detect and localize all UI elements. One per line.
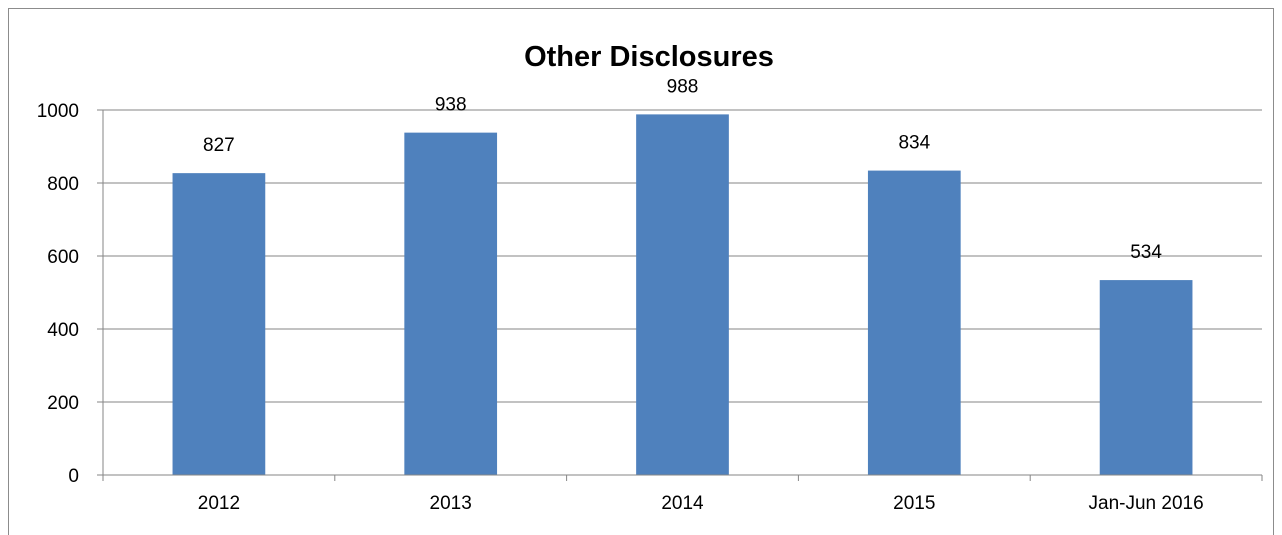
bars — [172, 114, 1193, 475]
x-tick-label: 2013 — [430, 493, 472, 514]
data-labels: 827 938 988 834 534 — [203, 76, 1162, 263]
data-label: 834 — [898, 133, 930, 154]
y-tick-label: 800 — [47, 174, 79, 195]
x-tick-label: 2012 — [198, 493, 240, 514]
y-tick-label: 400 — [47, 320, 79, 341]
data-label: 827 — [203, 135, 235, 156]
bar-4 — [1099, 280, 1193, 475]
y-tick-label: 600 — [47, 247, 79, 268]
bar-3 — [867, 170, 961, 475]
x-tick-label: Jan-Jun 2016 — [1089, 493, 1204, 514]
y-tick-label: 0 — [68, 466, 79, 487]
data-label: 938 — [435, 95, 467, 116]
axes: 0 200 400 600 800 1000 2012 2013 2014 2015 Jan-Jun… — [37, 101, 1263, 514]
bar-0 — [172, 173, 266, 475]
x-tick-label: 2015 — [893, 493, 935, 514]
data-label: 988 — [667, 76, 699, 97]
y-tick-label: 200 — [47, 393, 79, 414]
bar-2 — [636, 114, 729, 475]
bar-1 — [404, 132, 498, 475]
y-tick-label: 1000 — [37, 101, 79, 122]
data-label: 534 — [1130, 242, 1162, 263]
chart-title: Other Disclosures — [524, 41, 774, 73]
x-tick-label: 2014 — [661, 493, 704, 514]
